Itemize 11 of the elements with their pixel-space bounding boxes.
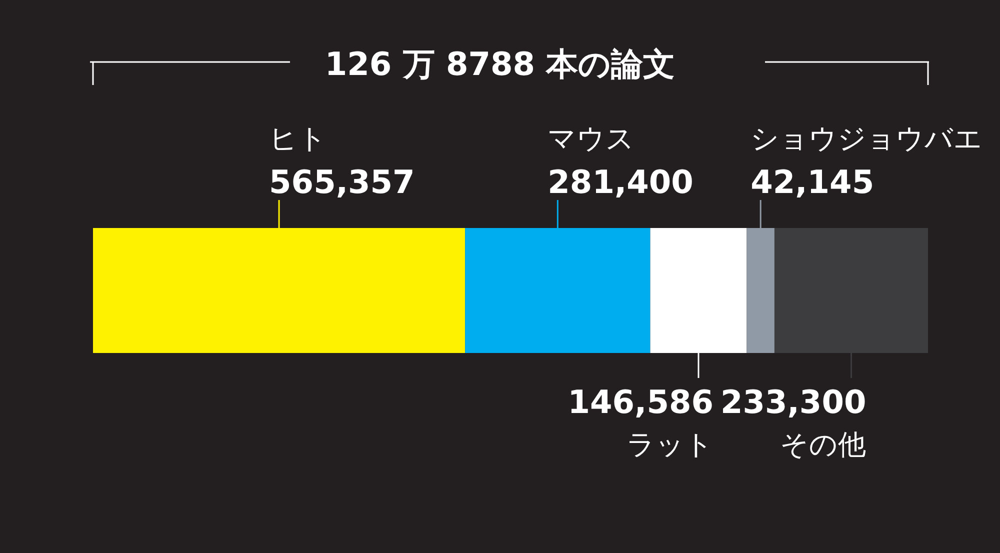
data-label: 233,300 — [720, 383, 866, 421]
chart-title: 126 万 8788 本の論文 — [324, 45, 676, 83]
text: ラット — [626, 428, 714, 461]
text: その他 — [780, 428, 866, 461]
text: マウス — [548, 122, 635, 155]
data-label: 42,145 — [750, 163, 874, 201]
data-label: 565,357 — [269, 163, 415, 201]
text: ショウジョウバエ — [750, 122, 983, 155]
data-label: 281,400 — [548, 163, 694, 201]
text: ヒト — [269, 122, 328, 155]
data-label: 146,586 — [568, 383, 714, 421]
